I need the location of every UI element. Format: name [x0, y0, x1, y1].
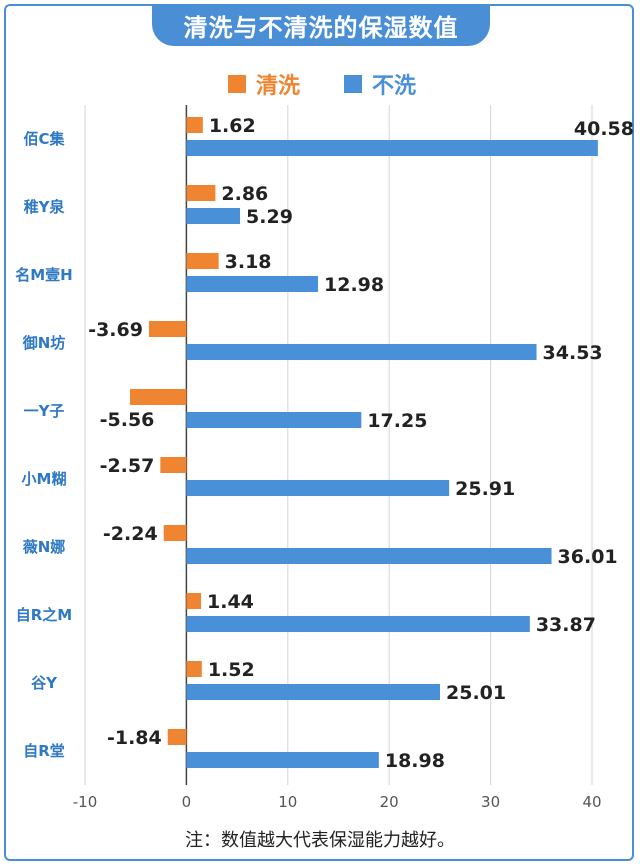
value-label-cleaned: 2.86	[221, 183, 268, 205]
x-tick-label: 30	[481, 793, 500, 811]
value-label-cleaned: 1.62	[209, 115, 256, 137]
bar-uncleaned	[186, 480, 450, 496]
bar-uncleaned	[186, 140, 598, 156]
bar-cleaned	[186, 661, 202, 677]
bar-cleaned	[148, 321, 187, 337]
category-label: 小M糊	[22, 470, 67, 488]
bar-cleaned	[167, 729, 187, 745]
x-tick-label: 40	[582, 793, 601, 811]
legend-swatch-cleaned	[228, 75, 246, 93]
bar-cleaned	[130, 389, 187, 405]
legend-label-uncleaned: 不洗	[372, 74, 417, 99]
value-label-cleaned: -1.84	[107, 727, 162, 749]
legend-item-cleaned: 清洗	[228, 68, 300, 100]
x-tick-label: 10	[278, 793, 297, 811]
legend-item-uncleaned: 不洗	[344, 68, 416, 100]
value-label-cleaned: -5.56	[100, 409, 155, 431]
value-label-uncleaned: 36.01	[558, 546, 618, 568]
bar-cleaned	[186, 593, 202, 609]
category-label: 谷Y	[31, 674, 58, 692]
bar-cleaned	[186, 253, 219, 269]
value-label-cleaned: -2.24	[103, 523, 158, 545]
value-label-cleaned: -3.69	[88, 319, 143, 341]
chart-title: 清洗与不清洗的保湿数值	[183, 13, 459, 42]
bar-uncleaned	[186, 412, 362, 428]
x-tick-label: 20	[380, 793, 399, 811]
x-tick-label: -10	[73, 793, 98, 811]
category-label: 薇N娜	[23, 538, 66, 556]
value-label-uncleaned: 40.58	[574, 118, 634, 140]
bar-uncleaned	[186, 684, 441, 700]
value-label-uncleaned: 33.87	[536, 614, 596, 636]
legend-swatch-uncleaned	[344, 75, 362, 93]
bar-cleaned	[160, 457, 187, 473]
value-label-cleaned: 3.18	[225, 251, 272, 273]
category-label: 自R堂	[23, 742, 65, 760]
value-label-uncleaned: 18.98	[385, 750, 445, 772]
value-label-uncleaned: 25.01	[446, 682, 506, 704]
bar-uncleaned	[186, 276, 319, 292]
value-label-uncleaned: 17.25	[367, 410, 427, 432]
value-label-cleaned: 1.44	[207, 591, 254, 613]
value-label-uncleaned: 25.91	[455, 478, 515, 500]
bar-uncleaned	[186, 616, 530, 632]
legend: 清洗 不洗	[0, 68, 640, 100]
bar-cleaned	[186, 185, 216, 201]
bar-cleaned	[186, 117, 203, 133]
legend-label-cleaned: 清洗	[256, 74, 301, 99]
value-label-cleaned: 1.52	[208, 659, 255, 681]
chart-title-banner: 清洗与不清洗的保湿数值	[152, 4, 490, 46]
value-label-uncleaned: 5.29	[246, 206, 293, 228]
bar-cleaned	[163, 525, 187, 541]
value-label-uncleaned: 34.53	[543, 342, 603, 364]
value-label-uncleaned: 12.98	[324, 274, 384, 296]
category-label: 自R之M	[16, 606, 72, 624]
bar-uncleaned	[186, 752, 379, 768]
chart-note: 注：数值越大代表保湿能力越好。	[185, 830, 455, 851]
category-label: 佰C集	[23, 130, 65, 148]
bar-uncleaned	[186, 548, 552, 564]
x-tick-label: 0	[182, 793, 192, 811]
category-label: 名M壹H	[15, 266, 72, 284]
category-label: 稚Y泉	[24, 198, 66, 216]
bar-uncleaned	[186, 344, 537, 360]
category-label: 御N坊	[22, 334, 66, 352]
bar-uncleaned	[186, 208, 241, 224]
category-label: 一Y子	[24, 402, 65, 420]
value-label-cleaned: -2.57	[100, 455, 155, 477]
